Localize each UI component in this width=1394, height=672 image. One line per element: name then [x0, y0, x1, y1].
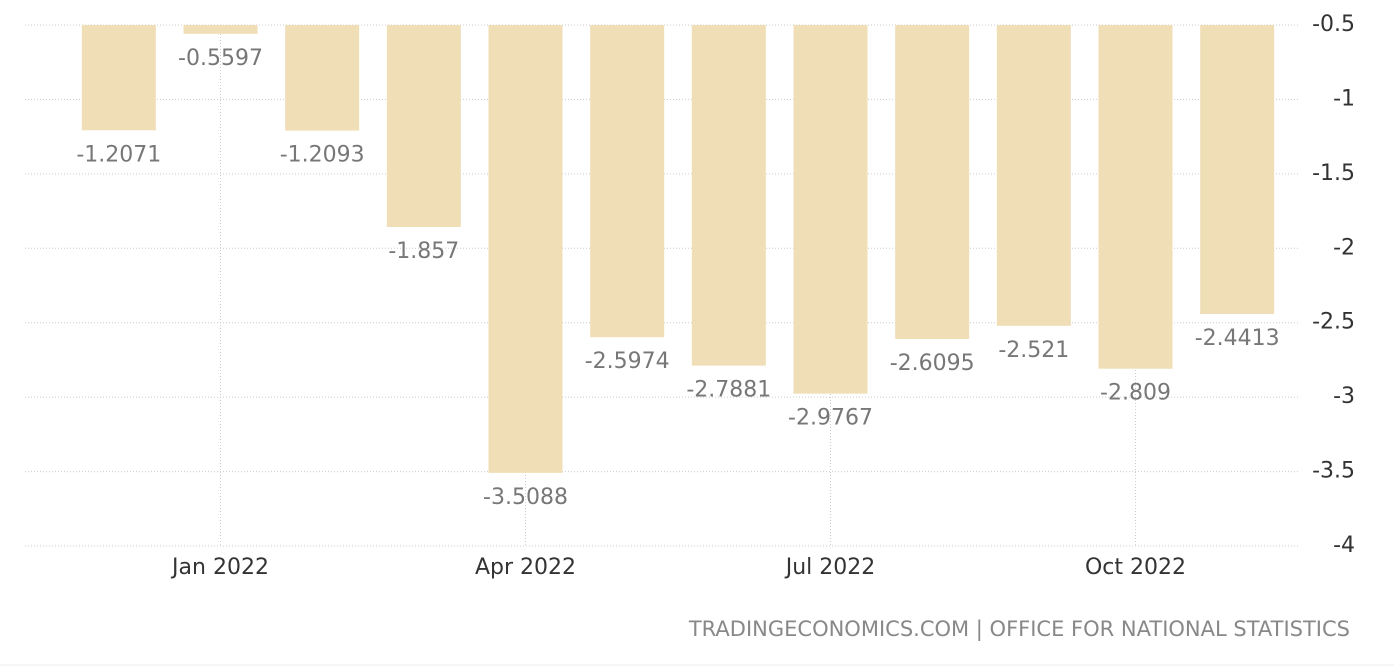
y-tick-label: -1	[1333, 86, 1355, 111]
value-label: -1.857	[388, 239, 459, 264]
y-tick-label: -2.5	[1312, 310, 1355, 335]
bar	[793, 25, 868, 394]
y-tick-label: -4	[1333, 533, 1355, 558]
y-tick-label: -3.5	[1312, 459, 1355, 484]
bar	[1200, 25, 1275, 314]
bar	[691, 25, 766, 366]
y-tick-label: -2	[1333, 235, 1355, 260]
x-tick-label: Jan 2022	[170, 555, 269, 580]
x-tick-label: Oct 2022	[1085, 555, 1186, 580]
value-label: -2.9767	[788, 406, 873, 431]
y-tick-label: -0.5	[1312, 12, 1355, 37]
bar	[488, 25, 563, 473]
y-tick-label: -3	[1333, 384, 1355, 409]
value-label: -3.5088	[483, 485, 568, 510]
bar	[590, 25, 665, 338]
value-label: -2.5974	[585, 349, 670, 374]
bar	[386, 25, 461, 227]
bar	[183, 25, 258, 34]
y-tick-label: -1.5	[1312, 161, 1355, 186]
bar	[895, 25, 970, 340]
x-tick-label: Apr 2022	[475, 555, 576, 580]
value-label: -0.5597	[178, 46, 263, 71]
bar	[1098, 25, 1173, 369]
value-label: -2.7881	[686, 378, 771, 403]
value-label: -2.4413	[1195, 326, 1280, 351]
value-label: -1.2093	[280, 143, 365, 168]
source: TRADINGECONOMICS.COM | OFFICE FOR NATION…	[688, 617, 1350, 642]
bar	[285, 25, 360, 131]
bar	[996, 25, 1071, 326]
value-label: -2.809	[1100, 381, 1171, 406]
bar	[81, 25, 156, 131]
value-label: -1.2071	[76, 142, 161, 167]
x-tick-label: Jul 2022	[784, 555, 876, 580]
value-label: -2.6095	[890, 351, 975, 376]
value-label: -2.521	[998, 338, 1069, 363]
